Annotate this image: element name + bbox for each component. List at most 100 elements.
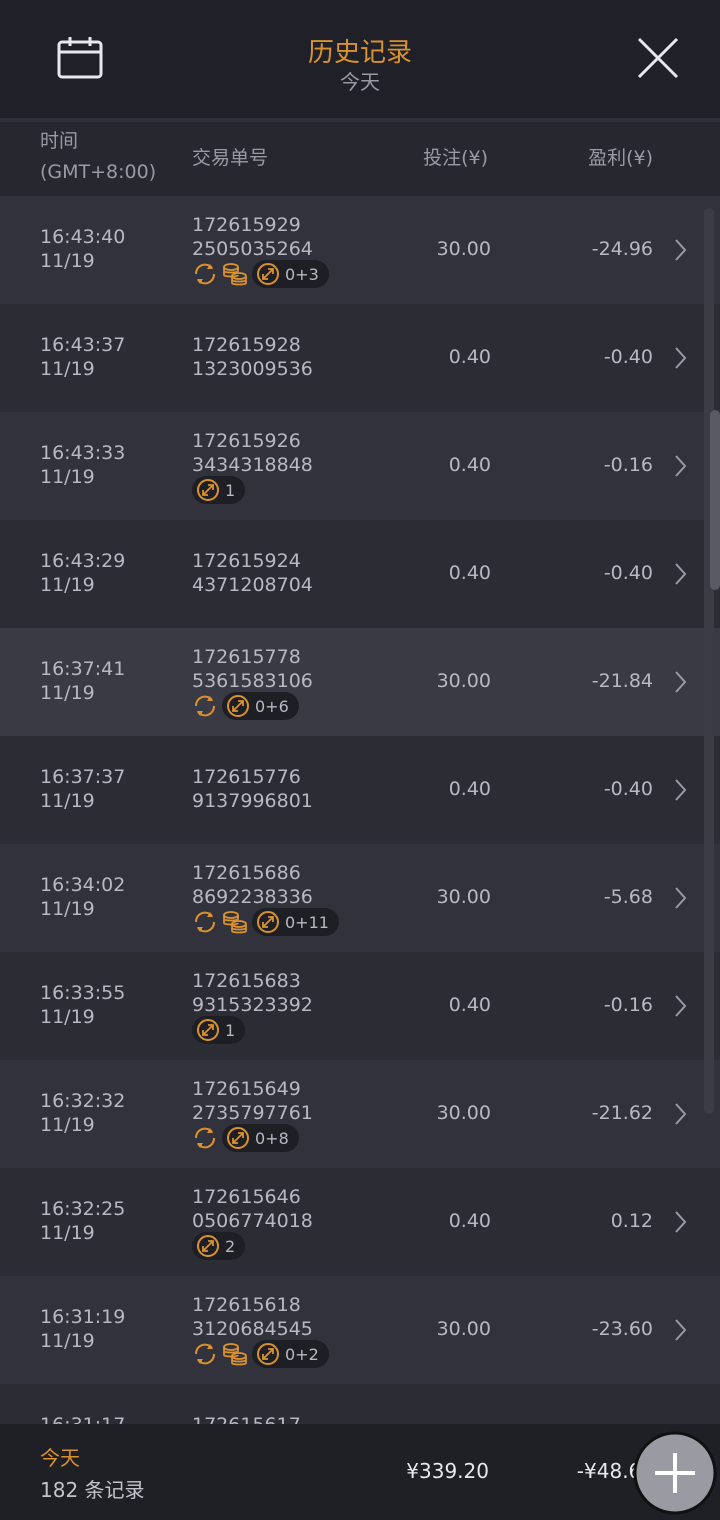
bonus-badge: 1: [192, 1016, 246, 1044]
auto-icon: [194, 695, 216, 717]
coins-icon: [223, 263, 247, 286]
history-row[interactable]: 16:37:37 11/19 172615776 9137996801 0.40 -0.4…: [0, 736, 720, 844]
row-order-id: 172615776: [192, 766, 301, 788]
row-order-id: 3434318848: [192, 454, 313, 476]
row-time: 16:43:29: [40, 550, 126, 572]
row-chevron: [675, 347, 687, 369]
row-profit: -0.40: [603, 562, 653, 584]
bonus-icon: [257, 263, 279, 285]
col-order: 交易单号: [192, 147, 269, 169]
row-stake: 0.40: [448, 346, 491, 368]
row-order-id: 1323009536: [192, 358, 313, 380]
row-order-id: 172615926: [192, 430, 301, 452]
history-row[interactable]: 16:43:40 11/19 172615929 2505035264 0+3 30.00…: [0, 196, 720, 304]
row-order-id: 8692238336: [192, 886, 313, 908]
row-order-id: 2505035264: [192, 238, 313, 260]
bonus-icon: [257, 911, 279, 933]
auto-icon: [194, 1127, 216, 1149]
badge-text: 2: [225, 1236, 236, 1256]
row-time: 16:43:33: [40, 442, 126, 464]
row-stake: 30.00: [436, 886, 491, 908]
col-timezone: (GMT+8:00): [40, 161, 157, 183]
row-badges: 0+6: [192, 692, 299, 720]
subtitle: 今天: [340, 70, 380, 94]
row-profit: -21.84: [591, 670, 653, 692]
bonus-icon: [197, 1235, 219, 1257]
history-row[interactable]: 16:32:32 11/19 172615649 2735797761 0+8 30.00…: [0, 1060, 720, 1168]
scrollbar-thumb: [710, 410, 720, 590]
row-profit: -0.16: [603, 994, 653, 1016]
row-time: 16:33:55: [40, 982, 126, 1004]
calendar-button[interactable]: [56, 36, 104, 80]
row-badges: 0+3: [192, 260, 329, 288]
bonus-icon: [227, 695, 249, 717]
row-date: 11/19: [40, 466, 95, 488]
row-order-id: 172615646: [192, 1186, 301, 1208]
row-order-id: 0506774018: [192, 1210, 313, 1232]
history-row[interactable]: 16:34:02 11/19 172615686 8692238336 0+11 30.0…: [0, 844, 720, 952]
history-row[interactable]: 16:43:29 11/19 172615924 4371208704 0.40 -0.4…: [0, 520, 720, 628]
row-order-id: 172615778: [192, 646, 301, 668]
bonus-icon: [227, 1127, 249, 1149]
row-order-id: 3120684545: [192, 1318, 313, 1340]
bonus-badge: 0+3: [252, 260, 329, 288]
history-row[interactable]: 16:37:41 11/19 172615778 5361583106 0+6 30.00…: [0, 628, 720, 736]
top-bar: 历史记录 今天: [0, 0, 720, 122]
row-profit: -23.60: [591, 1318, 653, 1340]
row-date: 11/19: [40, 1330, 95, 1352]
row-date: 11/19: [40, 1114, 95, 1136]
row-order-id: 5361583106: [192, 670, 313, 692]
row-profit: -0.40: [603, 778, 653, 800]
badge-text: 0+3: [285, 264, 319, 284]
coins-icon: [223, 911, 247, 934]
row-date: 11/19: [40, 1222, 95, 1244]
footer-period: 今天: [40, 1446, 80, 1470]
row-stake: 0.40: [448, 994, 491, 1016]
history-row[interactable]: 16:43:33 11/19 172615926 3434318848 1 0.40 -0.…: [0, 412, 720, 520]
row-chevron: [675, 563, 687, 585]
row-stake: 0.40: [448, 1210, 491, 1232]
badge-text: 1: [225, 480, 236, 500]
bonus-badge: 2: [192, 1232, 246, 1260]
footer: 今天 182 条记录 ¥339.20 -¥48.64: [0, 1424, 720, 1520]
row-order-id: 2735797761: [192, 1102, 313, 1124]
badge-text: 1: [225, 1020, 236, 1040]
history-row[interactable]: 16:33:55 11/19 172615683 9315323392 1 0.40 -0.…: [0, 952, 720, 1060]
close-button[interactable]: [636, 36, 680, 80]
history-row[interactable]: 16:32:25 11/19 172615646 0506774018 2 0.40 0.1…: [0, 1168, 720, 1276]
row-badges: 1: [192, 476, 246, 504]
row-chevron: [675, 455, 687, 477]
row-time: 16:37:37: [40, 766, 126, 788]
row-date: 11/19: [40, 1006, 95, 1028]
column-header: 时间 (GMT+8:00) 交易单号 投注(¥) 盈利(¥): [0, 122, 720, 196]
row-chevron: [675, 779, 687, 801]
footer-count: 182 条记录: [40, 1478, 145, 1502]
row-date: 11/19: [40, 574, 95, 596]
coins-icon: [223, 1343, 247, 1366]
row-chevron: [675, 1211, 687, 1233]
history-row[interactable]: 16:43:37 11/19 172615928 1323009536 0.40 -0.4…: [0, 304, 720, 412]
row-stake: 30.00: [436, 670, 491, 692]
row-date: 11/19: [40, 682, 95, 704]
row-time: 16:43:37: [40, 334, 126, 356]
row-date: 11/19: [40, 898, 95, 920]
row-badges: 0+11: [192, 908, 339, 936]
add-button[interactable]: [632, 1430, 720, 1518]
row-time: 16:32:32: [40, 1090, 126, 1112]
row-profit: -21.62: [591, 1102, 653, 1124]
row-profit: -0.40: [603, 346, 653, 368]
row-date: 11/19: [40, 358, 95, 380]
row-order-id: 172615649: [192, 1078, 301, 1100]
history-row[interactable]: 16:31:19 11/19 172615618 3120684545 0+2 30.00…: [0, 1276, 720, 1384]
row-time: 16:37:41: [40, 658, 126, 680]
row-date: 11/19: [40, 790, 95, 812]
row-stake: 30.00: [436, 1318, 491, 1340]
row-stake: 30.00: [436, 238, 491, 260]
bonus-icon: [197, 1019, 219, 1041]
row-time: 16:43:40: [40, 226, 126, 248]
row-chevron: [675, 671, 687, 693]
row-badges: 2: [192, 1232, 246, 1260]
badge-text: 0+2: [285, 1344, 319, 1364]
col-stake: 投注(¥): [423, 147, 488, 169]
row-stake: 0.40: [448, 562, 491, 584]
